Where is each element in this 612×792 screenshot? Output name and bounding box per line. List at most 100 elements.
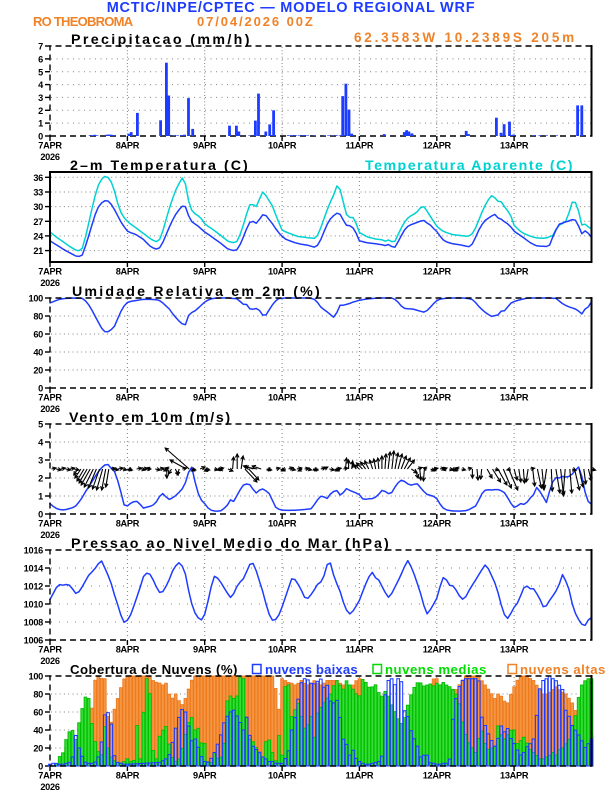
svg-text:1: 1 — [38, 492, 43, 502]
svg-text:2026: 2026 — [40, 530, 59, 540]
svg-text:9APR: 9APR — [193, 141, 217, 151]
svg-text:12APR: 12APR — [423, 267, 452, 277]
svg-text:1008: 1008 — [24, 618, 43, 628]
svg-text:7APR: 7APR — [38, 519, 62, 529]
svg-text:5: 5 — [38, 67, 43, 77]
svg-text:8APR: 8APR — [116, 141, 140, 151]
svg-text:nuvens medias: nuvens medias — [385, 662, 487, 677]
svg-text:8APR: 8APR — [116, 393, 140, 403]
svg-text:1014: 1014 — [24, 564, 44, 574]
svg-text:2026: 2026 — [40, 782, 59, 792]
svg-text:2: 2 — [38, 474, 43, 484]
svg-text:62.3583W 10.2389S 205m: 62.3583W 10.2389S 205m — [354, 30, 577, 45]
svg-text:3: 3 — [38, 456, 43, 466]
svg-text:9APR: 9APR — [193, 393, 217, 403]
svg-text:12APR: 12APR — [423, 141, 452, 151]
svg-text:2026: 2026 — [40, 278, 59, 288]
svg-text:Umidade Relativa em 2m (%): Umidade Relativa em 2m (%) — [72, 284, 322, 300]
svg-text:60: 60 — [33, 330, 43, 340]
svg-text:8APR: 8APR — [116, 267, 140, 277]
svg-text:9APR: 9APR — [193, 645, 217, 655]
svg-text:2026: 2026 — [40, 404, 59, 414]
svg-text:13APR: 13APR — [500, 393, 529, 403]
svg-text:nuvens altas: nuvens altas — [520, 662, 606, 677]
svg-text:0: 0 — [38, 384, 43, 394]
svg-text:1006: 1006 — [24, 636, 43, 646]
svg-text:07/04/2026 00Z: 07/04/2026 00Z — [197, 14, 315, 29]
svg-text:10APR: 10APR — [268, 141, 297, 151]
svg-text:20: 20 — [33, 744, 43, 754]
svg-text:11APR: 11APR — [346, 267, 374, 277]
svg-text:13APR: 13APR — [500, 141, 529, 151]
svg-text:21: 21 — [33, 246, 43, 256]
svg-text:11APR: 11APR — [346, 141, 374, 151]
svg-text:RO THEOBROMA: RO THEOBROMA — [33, 14, 134, 29]
svg-text:11APR: 11APR — [346, 393, 374, 403]
svg-text:1012: 1012 — [24, 582, 43, 592]
svg-text:40: 40 — [33, 348, 43, 358]
svg-text:2026: 2026 — [40, 152, 59, 162]
svg-text:13APR: 13APR — [500, 267, 529, 277]
svg-text:Precipitacao (mm/h): Precipitacao (mm/h) — [71, 32, 252, 48]
svg-text:Temperatura Aparente (C): Temperatura Aparente (C) — [365, 158, 574, 174]
svg-text:8APR: 8APR — [116, 519, 140, 529]
svg-text:10APR: 10APR — [268, 393, 297, 403]
svg-text:4: 4 — [38, 80, 44, 90]
svg-text:7APR: 7APR — [38, 393, 62, 403]
svg-text:12APR: 12APR — [423, 519, 452, 529]
svg-text:11APR: 11APR — [346, 645, 374, 655]
svg-text:0: 0 — [38, 132, 43, 142]
svg-text:Cobertura de Nuvens (%): Cobertura de Nuvens (%) — [70, 662, 238, 677]
svg-text:1010: 1010 — [24, 600, 43, 610]
svg-text:2–m Temperatura (C): 2–m Temperatura (C) — [70, 158, 250, 174]
svg-text:2: 2 — [38, 106, 43, 116]
svg-text:0: 0 — [38, 762, 43, 772]
svg-text:Pressao ao Nivel Medio do Mar: Pressao ao Nivel Medio do Mar (hPa) — [71, 536, 391, 552]
svg-text:60: 60 — [33, 708, 43, 718]
svg-text:9APR: 9APR — [193, 519, 217, 529]
svg-text:1: 1 — [38, 119, 43, 129]
svg-text:11APR: 11APR — [346, 771, 374, 781]
svg-text:80: 80 — [33, 312, 43, 322]
svg-text:33: 33 — [33, 188, 43, 198]
svg-text:100: 100 — [29, 672, 44, 682]
svg-text:MCTIC/INPE/CPTEC — MODELO REGI: MCTIC/INPE/CPTEC — MODELO REGIONAL WRF — [107, 0, 476, 16]
svg-text:10APR: 10APR — [268, 519, 297, 529]
svg-text:40: 40 — [33, 726, 43, 736]
svg-text:3: 3 — [38, 93, 43, 103]
svg-text:nuvens baixas: nuvens baixas — [265, 662, 358, 677]
svg-text:27: 27 — [33, 217, 43, 227]
svg-text:4: 4 — [38, 438, 44, 448]
svg-text:13APR: 13APR — [500, 519, 529, 529]
svg-text:12APR: 12APR — [423, 645, 452, 655]
svg-text:1016: 1016 — [24, 546, 43, 556]
svg-text:7APR: 7APR — [38, 267, 62, 277]
svg-text:20: 20 — [33, 366, 43, 376]
svg-text:10APR: 10APR — [268, 771, 297, 781]
svg-text:8APR: 8APR — [116, 771, 140, 781]
svg-text:8APR: 8APR — [116, 645, 140, 655]
svg-text:30: 30 — [33, 202, 43, 212]
svg-text:7APR: 7APR — [38, 645, 62, 655]
svg-text:5: 5 — [38, 420, 43, 430]
svg-text:10APR: 10APR — [268, 645, 297, 655]
svg-text:7APR: 7APR — [38, 771, 62, 781]
svg-text:24: 24 — [33, 232, 44, 242]
svg-text:100: 100 — [29, 294, 44, 304]
svg-text:0: 0 — [38, 510, 43, 520]
svg-text:10APR: 10APR — [268, 267, 297, 277]
svg-text:12APR: 12APR — [423, 393, 452, 403]
svg-text:11APR: 11APR — [346, 519, 374, 529]
svg-text:Vento em 10m (m/s): Vento em 10m (m/s) — [69, 410, 232, 426]
svg-text:36: 36 — [33, 173, 43, 183]
svg-text:9APR: 9APR — [193, 267, 217, 277]
svg-text:9APR: 9APR — [193, 771, 217, 781]
svg-text:7APR: 7APR — [38, 141, 62, 151]
svg-text:13APR: 13APR — [500, 645, 529, 655]
svg-text:13APR: 13APR — [500, 771, 529, 781]
svg-text:6: 6 — [38, 55, 43, 65]
svg-text:12APR: 12APR — [423, 771, 452, 781]
svg-text:2026: 2026 — [40, 656, 59, 666]
svg-text:7: 7 — [38, 42, 43, 52]
svg-text:80: 80 — [33, 690, 43, 700]
